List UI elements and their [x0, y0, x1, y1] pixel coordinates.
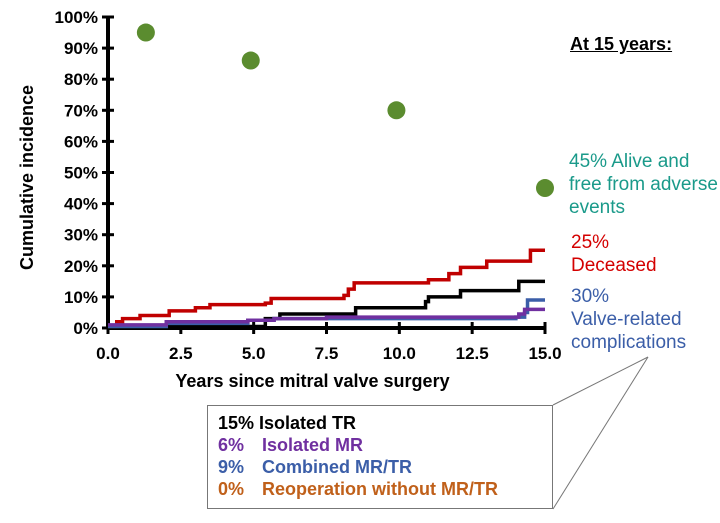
y-tick-label: 70%	[64, 101, 98, 120]
x-tick-label: 12.5	[456, 344, 489, 363]
callout-line	[552, 356, 649, 510]
series-line-deceased	[108, 248, 545, 329]
breakdown-row: 6% Isolated MR	[218, 435, 364, 455]
y-tick-label: 0%	[73, 319, 98, 338]
y-tick-label: 40%	[64, 195, 98, 214]
x-tick-label: 0.0	[96, 344, 120, 363]
y-tick-label: 80%	[64, 70, 98, 89]
x-axis-label: Years since mitral valve surgery	[175, 371, 449, 391]
data-point-alive-free	[241, 51, 260, 70]
x-tick-label: 7.5	[315, 344, 339, 363]
breakdown-row: 15% Isolated TR	[218, 413, 357, 433]
x-tick-label: 2.5	[169, 344, 193, 363]
y-tick-label: 60%	[64, 132, 98, 151]
y-tick-label: 100%	[55, 8, 98, 27]
y-tick-label: 20%	[64, 257, 98, 276]
x-tick-label: 15.0	[528, 344, 561, 363]
annotation-deceased: Deceased	[571, 255, 657, 276]
y-axis-label: Cumulative incidence	[17, 85, 37, 270]
data-point-alive-free	[536, 179, 554, 198]
annotation-header: At 15 years:	[570, 34, 673, 54]
breakdown-row: 9% Combined MR/TR	[218, 457, 412, 477]
callout-line	[552, 356, 649, 406]
y-tick-label: 10%	[64, 288, 98, 307]
annotation-valve-pct: 30%	[571, 286, 610, 307]
breakdown-box: 15% Isolated TR 6% Isolated MR 9% Combined …	[207, 405, 553, 509]
annotation-alive: 45% Alive and free from adverse events	[569, 151, 718, 218]
y-tick-label: 50%	[64, 164, 98, 183]
x-tick-label: 5.0	[242, 344, 266, 363]
x-tick-label: 10.0	[383, 344, 416, 363]
breakdown-row: 0% Reoperation without MR/TR	[218, 479, 498, 499]
data-point-alive-free	[136, 23, 155, 42]
series-line-isolated-mr	[108, 307, 545, 327]
data-point-alive-free	[387, 101, 406, 120]
y-tick-label: 90%	[64, 39, 98, 58]
y-tick-label: 30%	[64, 226, 98, 245]
annotation-valve: Valve-related complications	[571, 309, 687, 353]
annotation-deceased-pct: 25%	[571, 232, 610, 253]
